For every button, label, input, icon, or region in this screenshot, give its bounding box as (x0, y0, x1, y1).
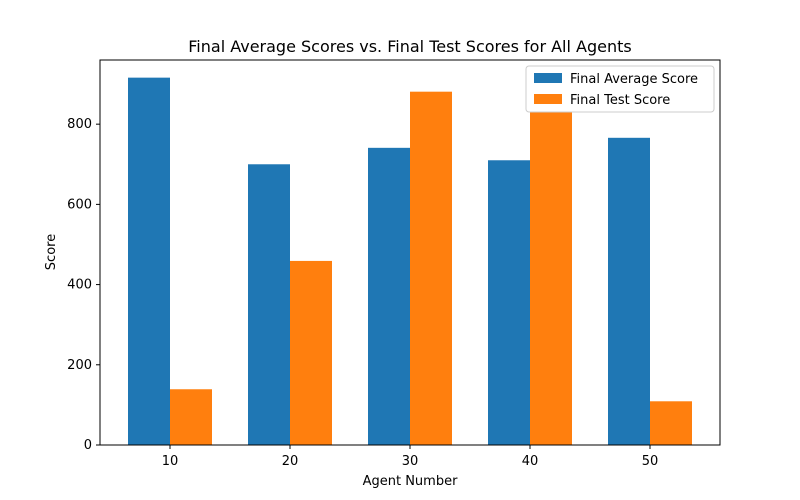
bars-group (128, 77, 692, 446)
x-axis-label: Agent Number (363, 474, 458, 489)
bar-final-test-score-10 (170, 389, 212, 445)
bar-final-test-score-20 (290, 260, 332, 445)
bar-final-average-score-30 (368, 147, 410, 445)
legend-swatch (534, 73, 562, 83)
x-tick-label: 50 (642, 454, 659, 469)
bar-final-test-score-40 (530, 112, 572, 446)
legend-box (525, 65, 715, 113)
y-axis-ticks: 0 200 400 600 800 (67, 117, 100, 453)
y-tick-label: 200 (67, 358, 92, 373)
bar-final-test-score-50 (650, 401, 692, 445)
bar-final-average-score-20 (248, 164, 290, 446)
x-tick-label: 20 (282, 454, 299, 469)
y-tick-label: 400 (67, 278, 92, 293)
chart-title: Final Average Scores vs. Final Test Scor… (188, 37, 631, 56)
y-tick-label: 0 (84, 438, 92, 453)
x-tick-label: 40 (522, 454, 539, 469)
x-axis-ticks: 10 20 30 40 50 (162, 445, 659, 469)
legend-label: Final Test Score (570, 93, 670, 108)
x-tick-label: 30 (402, 454, 419, 469)
bar-final-test-score-30 (410, 91, 452, 446)
legend: Final Average Score Final Test Score (525, 65, 715, 113)
bar-final-average-score-50 (608, 137, 650, 446)
bar-final-average-score-40 (488, 160, 530, 445)
y-tick-label: 800 (67, 117, 92, 132)
y-axis-label: Score (44, 234, 59, 270)
bar-final-average-score-10 (128, 77, 170, 445)
legend-label: Final Average Score (570, 72, 698, 87)
legend-swatch (534, 94, 562, 104)
x-tick-label: 10 (162, 454, 179, 469)
y-tick-label: 600 (67, 197, 92, 212)
